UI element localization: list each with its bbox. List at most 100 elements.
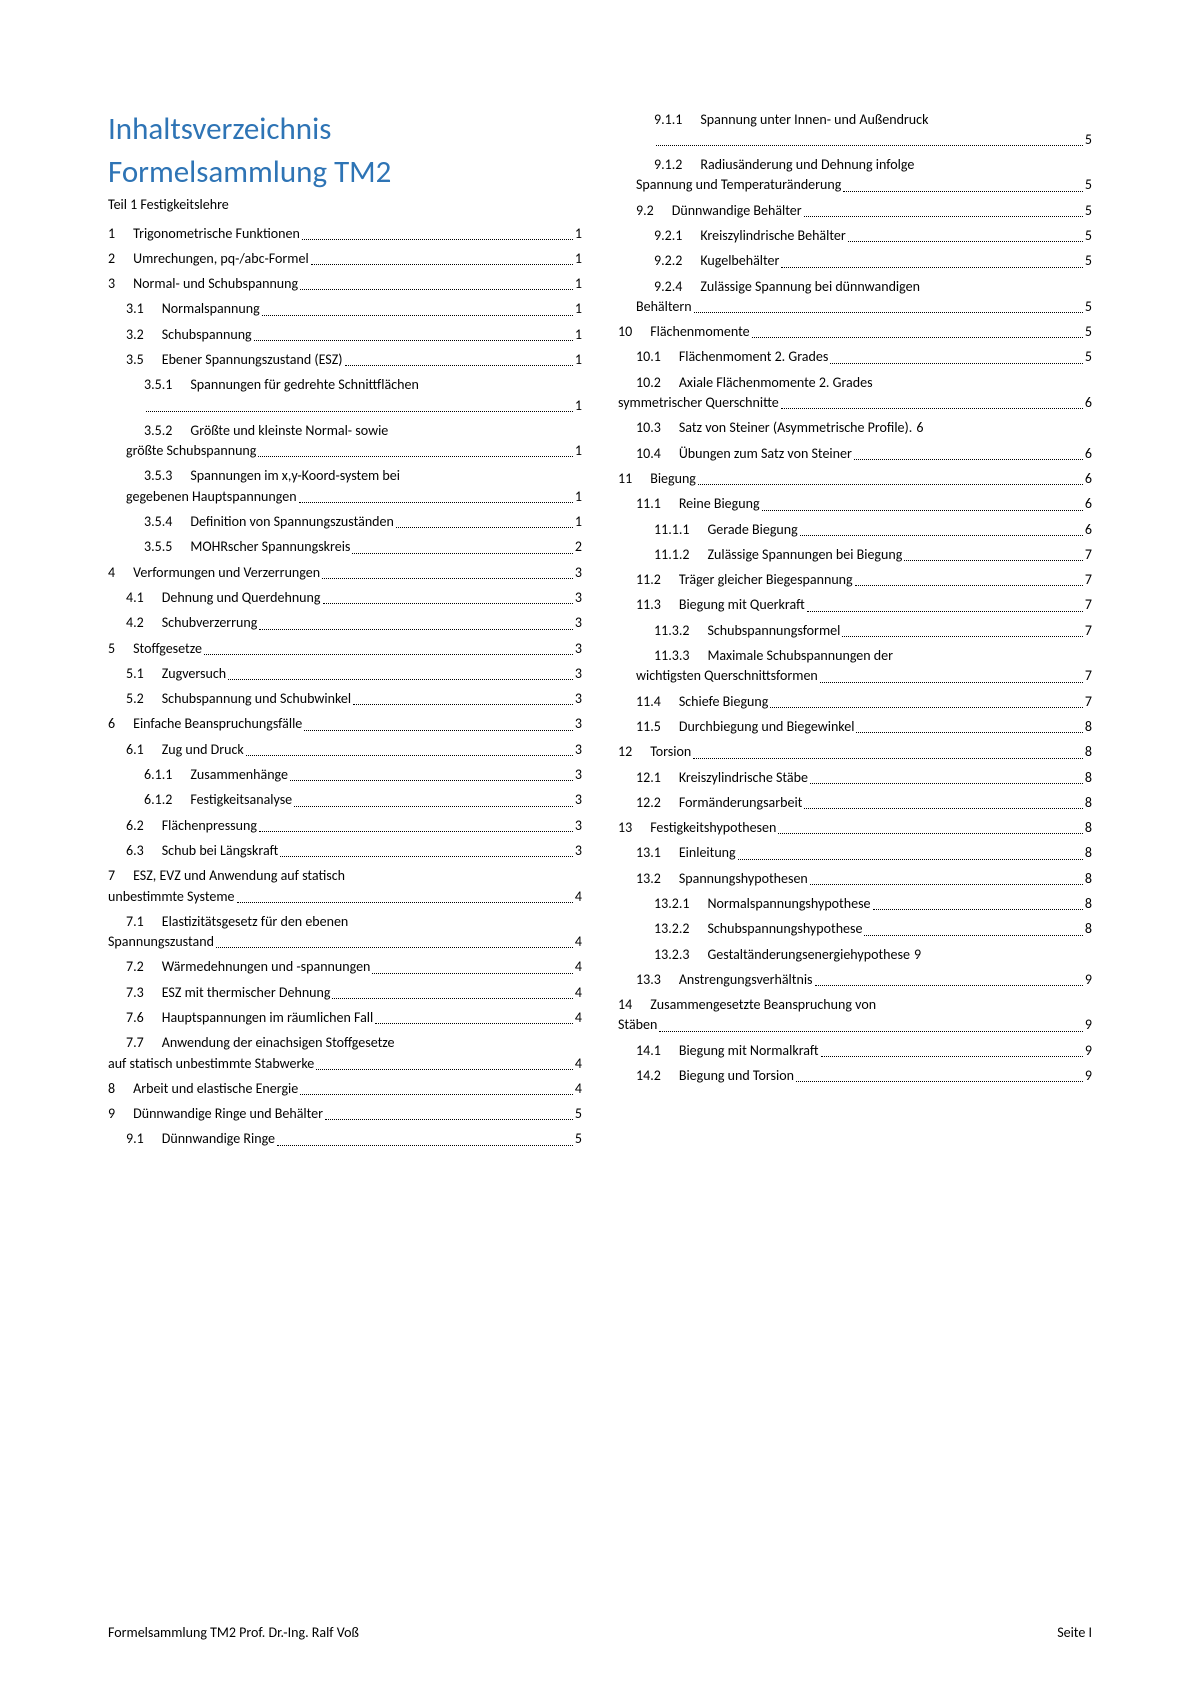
toc-number: 3.5: [126, 350, 144, 370]
toc-text: Normalspannungshypothese: [689, 894, 870, 914]
toc-page: 4: [575, 932, 582, 952]
toc-number: 6.3: [126, 841, 144, 861]
toc-text: Biegung und Torsion: [661, 1066, 794, 1086]
toc-text-cont: gegebenen Hauptspannungen: [126, 487, 297, 507]
toc-text: Größte und kleinste Normal- sowie: [172, 421, 388, 441]
toc-number: 5.2: [126, 689, 144, 709]
toc-text: Schubverzerrung: [144, 613, 258, 633]
toc-leader: [738, 859, 1083, 860]
toc-number: 13.2.1: [654, 894, 689, 914]
toc-text: Radiusänderung und Dehnung infolge: [682, 155, 914, 175]
toc-leader: [277, 1145, 573, 1146]
toc-leader: [204, 654, 573, 655]
toc-number: 7.7: [126, 1033, 144, 1053]
toc-entry: 4Verformungen und Verzerrungen 3: [108, 563, 582, 583]
toc-number: 3.5.3: [144, 466, 172, 486]
toc-page: 3: [575, 664, 582, 684]
toc-text: Spannung unter Innen- und Außendruck: [682, 110, 928, 130]
toc-text: Gestaltänderungsenergiehypothese: [689, 945, 909, 965]
toc-leader: [821, 1056, 1083, 1057]
toc-text: Schubspannungsformel: [689, 621, 840, 641]
toc-number: 9.1.1: [654, 110, 682, 130]
toc-leader: [796, 1081, 1083, 1082]
toc-leader: [345, 365, 573, 366]
toc-leader: [843, 191, 1083, 192]
toc-entry: 14.1Biegung mit Normalkraft9: [618, 1041, 1092, 1061]
toc-number: 14.2: [636, 1066, 661, 1086]
toc-entry: 3.2Schubspannung1: [108, 325, 582, 345]
toc-entry: 12.1Kreiszylindrische Stäbe8: [618, 768, 1092, 788]
toc-page: 5: [575, 1129, 582, 1149]
toc-leader: [781, 408, 1083, 409]
toc-leader: [854, 459, 1083, 460]
toc-entry: 11.3.2Schubspannungsformel7: [618, 621, 1092, 641]
toc-leader: [280, 856, 573, 857]
toc-entry: 9.1.1Spannung unter Innen- und Außendruc…: [618, 110, 1092, 151]
toc-entry: 8Arbeit und elastische Energie4: [108, 1079, 582, 1099]
toc-entry: 4.1Dehnung und Querdehnung3: [108, 588, 582, 608]
toc-page: 3: [575, 765, 582, 785]
toc-text: Übungen zum Satz von Steiner: [661, 444, 852, 464]
toc-text: Verformungen und Verzerrungen: [115, 563, 320, 583]
toc-page: 1: [575, 512, 582, 532]
toc-number: 10: [618, 322, 632, 342]
toc-page: 7: [1085, 666, 1092, 686]
toc-number: 5.1: [126, 664, 144, 684]
toc-page: 6: [1085, 393, 1092, 413]
toc-number: 12: [618, 742, 632, 762]
toc-entry: 11.1Reine Biegung6: [618, 494, 1092, 514]
toc-page: 3: [575, 563, 582, 583]
toc-number: 12.2: [636, 793, 661, 813]
toc-text: Schubspannungshypothese: [689, 919, 862, 939]
toc-entry: 6.3Schub bei Längskraft 3: [108, 841, 582, 861]
toc-number: 6.2: [126, 816, 144, 836]
toc-entry: 10Flächenmomente5: [618, 322, 1092, 342]
toc-page: 8: [1085, 919, 1092, 939]
toc-leader: [316, 1069, 573, 1070]
toc-page: 1: [575, 441, 582, 461]
toc-page: 5: [1085, 322, 1092, 342]
toc-leader: [800, 535, 1083, 536]
toc-page: 8: [1085, 793, 1092, 813]
toc-page: 4: [575, 957, 582, 977]
toc-leader: [659, 1031, 1083, 1032]
toc-page: 1: [575, 350, 582, 370]
toc-number: 14: [618, 995, 632, 1015]
toc-entry: 7.1Elastizitätsgesetz für den ebenenSpan…: [108, 912, 582, 953]
toc-text: Gerade Biegung: [689, 520, 797, 540]
toc-text: Schub bei Längskraft: [144, 841, 279, 861]
toc-entry: 9.2.1Kreiszylindrische Behälter5: [618, 226, 1092, 246]
toc-number: 13.2.2: [654, 919, 689, 939]
page-footer: Formelsammlung TM2 Prof. Dr.-Ing. Ralf V…: [108, 1624, 1092, 1641]
toc-number: 11.1: [636, 494, 661, 514]
toc-leader: [856, 732, 1082, 733]
toc-page: 7: [1085, 545, 1092, 565]
toc-number: 13.3: [636, 970, 661, 990]
toc-leader: [254, 340, 573, 341]
toc-entry: 9.1Dünnwandige Ringe5: [108, 1129, 582, 1149]
toc-entry: 7.2Wärmedehnungen und -spannungen4: [108, 957, 582, 977]
toc-leader: [304, 730, 573, 731]
toc-entry: 14Zusammengesetzte Beanspruchung vonStäb…: [618, 995, 1092, 1036]
toc-text: Kreiszylindrische Behälter: [682, 226, 845, 246]
toc-number: 4: [108, 563, 115, 583]
toc-page: 3: [575, 841, 582, 861]
toc-leader: [396, 527, 573, 528]
toc-page: 8: [1085, 818, 1092, 838]
toc-leader: [864, 935, 1082, 936]
toc-number: 12.1: [636, 768, 661, 788]
toc-leader: [656, 145, 1083, 146]
toc-text: Biegung mit Normalkraft: [661, 1041, 819, 1061]
toc-page: 9: [910, 945, 921, 965]
toc-entry: 1Trigonometrische Funktionen1: [108, 224, 582, 244]
toc-text: Satz von Steiner (Asymmetrische Profile)…: [661, 418, 912, 438]
toc-number: 10.3: [636, 418, 661, 438]
toc-leader: [146, 411, 573, 412]
toc-page: 1: [575, 299, 582, 319]
toc-text: Torsion: [632, 742, 691, 762]
toc-page: 6: [912, 418, 923, 438]
toc-entry: 3.5.1Spannungen für gedrehte Schnittfläc…: [108, 375, 582, 416]
toc-page: 9: [1085, 970, 1092, 990]
toc-page: 6: [1085, 444, 1092, 464]
toc-page: 8: [1085, 717, 1092, 737]
